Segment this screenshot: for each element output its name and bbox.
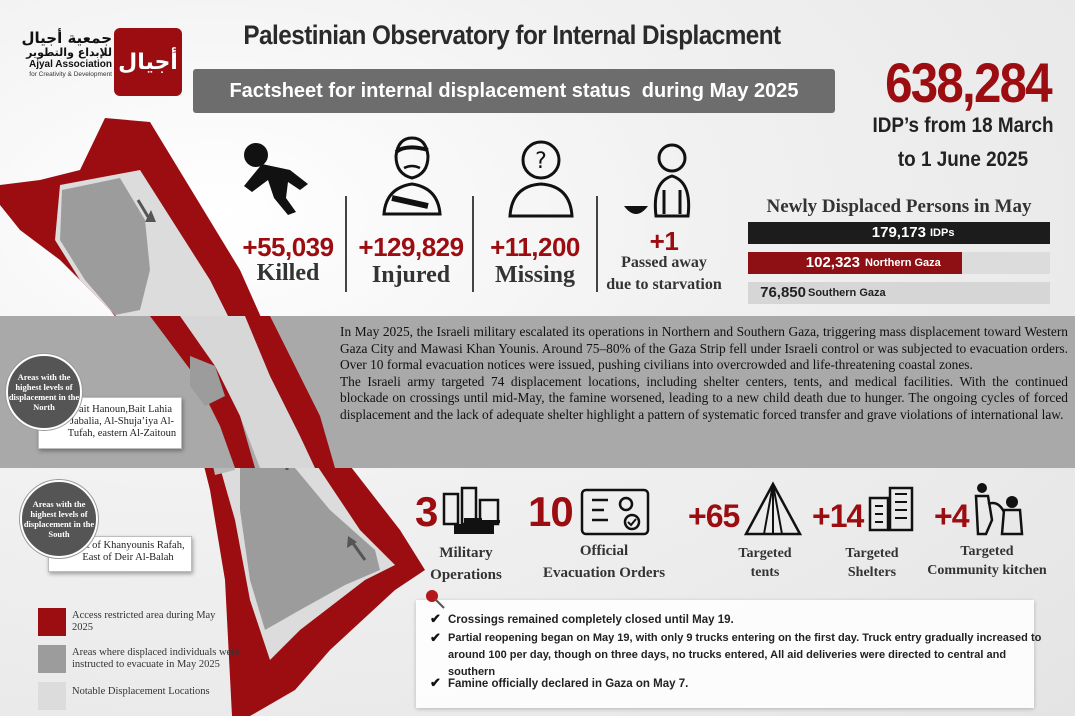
- target-tents-value: +65: [688, 498, 740, 534]
- target-evacuation-label1: Official: [579, 543, 629, 559]
- evacuation-map-icon: [580, 488, 650, 536]
- shelter-building-icon: [868, 486, 914, 532]
- note-item: Crossings remained completely closed unt…: [448, 614, 734, 626]
- check-icon: ✔: [430, 675, 441, 690]
- subtitle-text: Factsheet for internal displacement stat…: [229, 79, 799, 102]
- tank-city-icon: [442, 486, 500, 534]
- stat-divider: [596, 196, 598, 292]
- target-military-label2: Operations: [430, 567, 502, 583]
- pushpin-icon: [426, 590, 445, 609]
- headline-value: 638,284: [885, 51, 1053, 114]
- org-arabic-name: جمعية أجيال: [21, 29, 113, 47]
- org-name-block: جمعية أجيال للإبداع والتطوير Ajyal Assoc…: [20, 29, 113, 79]
- note-item: Famine officially declared in Gaza on Ma…: [448, 678, 689, 690]
- target-tents-label1: Targeted: [738, 546, 792, 561]
- org-logo: أجيال: [114, 28, 182, 96]
- stat-starvation-value: +1: [649, 226, 679, 256]
- bar-idps-label: IDPs: [930, 227, 955, 239]
- stat-injured-label: Injured: [371, 262, 451, 288]
- target-kitchen-label2: Community kitchen: [927, 563, 1047, 578]
- target-military-value: 3: [415, 488, 438, 535]
- org-english-name: Ajyal Association: [29, 59, 112, 70]
- legend-label-restricted: Access restricted area during May 2025: [72, 610, 216, 633]
- legend-swatch-restricted: [38, 608, 66, 636]
- legend-swatch-locations: [38, 682, 66, 710]
- injured-person-icon: [382, 136, 442, 216]
- stat-killed-value: +55,039: [242, 232, 334, 262]
- bar-north: [748, 252, 962, 274]
- fallen-person-icon: [244, 143, 308, 215]
- bar-south-label: Southern Gaza: [808, 287, 886, 299]
- stat-divider: [345, 196, 347, 292]
- org-logo-text: أجيال: [118, 49, 178, 75]
- target-tents-label2: tents: [750, 565, 780, 580]
- narrative-paragraph: The Israeli army targeted 74 displacemen…: [340, 373, 1068, 422]
- stat-starvation-label1: Passed away: [621, 254, 707, 271]
- note-item: Partial reopening began on May 19, with …: [448, 632, 1042, 678]
- target-evacuation-label2: Evacuation Orders: [542, 565, 666, 581]
- narrative-paragraph: In May 2025, the Israeli military escala…: [340, 324, 1068, 373]
- target-shelters-label2: Shelters: [847, 565, 897, 580]
- food-aid-icon: [974, 483, 1024, 536]
- stat-killed-label: Killed: [256, 260, 320, 286]
- south-areas-badge: Areas with the highest levels of displac…: [20, 480, 98, 558]
- check-icon: ✔: [430, 611, 441, 626]
- north-areas-text: Bait Hanoun,Bait Lahia Jabalia, Al-Shuja…: [67, 404, 177, 439]
- newly-displaced-title: Newly Displaced Persons in May: [766, 196, 1032, 217]
- headline-line2: to 1 June 2025: [897, 148, 1029, 171]
- headline-line1: IDP’s from 18 March: [872, 114, 1054, 137]
- target-kitchen-value: +4: [934, 498, 969, 534]
- check-icon: ✔: [430, 630, 441, 645]
- legend-swatch-evacuate: [38, 645, 66, 673]
- south-areas-text: East of Khanyounis Rafah, East of Deir A…: [71, 540, 185, 563]
- tent-icon: [743, 481, 803, 536]
- subtitle-banner: Factsheet for internal displacement stat…: [193, 69, 835, 113]
- bar-north-label: Northern Gaza: [865, 257, 941, 269]
- bar-north-value: 102,323: [805, 254, 860, 271]
- org-arabic-tagline: للإبداع والتطوير: [26, 46, 112, 59]
- starving-person-icon: [624, 143, 691, 218]
- target-shelters-value: +14: [812, 498, 864, 534]
- bar-south-value: 76,850: [760, 284, 806, 301]
- gaza-map-overlay: [150, 316, 335, 468]
- bar-track: [748, 282, 1050, 304]
- stat-missing-value: +11,200: [490, 232, 580, 262]
- north-areas-badge: Areas with the highest levels of displac…: [6, 354, 82, 430]
- target-military-label1: Military: [439, 545, 493, 561]
- legend-label-evacuate: Areas where displaced individuals were i…: [72, 647, 240, 670]
- target-shelters-label1: Targeted: [845, 546, 899, 561]
- bar-idps-value: 179,173: [871, 224, 926, 241]
- stat-injured-value: +129,829: [358, 232, 464, 262]
- svg-text:?: ?: [535, 149, 547, 174]
- notes-panel: [416, 600, 1034, 708]
- org-english-tagline: for Creativity & Development: [29, 71, 112, 78]
- narrative-text: In May 2025, the Israeli military escala…: [340, 324, 1068, 424]
- missing-person-icon: ?: [508, 140, 574, 218]
- target-kitchen-label1: Targeted: [960, 544, 1014, 559]
- stat-divider: [472, 196, 474, 292]
- stat-missing-label: Missing: [494, 262, 575, 288]
- page-title: Palestinian Observatory for Internal Dis…: [243, 20, 781, 50]
- stat-starvation-label2: due to starvation: [606, 276, 722, 293]
- legend-label-locations: Notable Displacement Locations: [72, 686, 210, 697]
- target-evacuation-value: 10: [528, 488, 574, 535]
- bar-idps: [748, 222, 1050, 244]
